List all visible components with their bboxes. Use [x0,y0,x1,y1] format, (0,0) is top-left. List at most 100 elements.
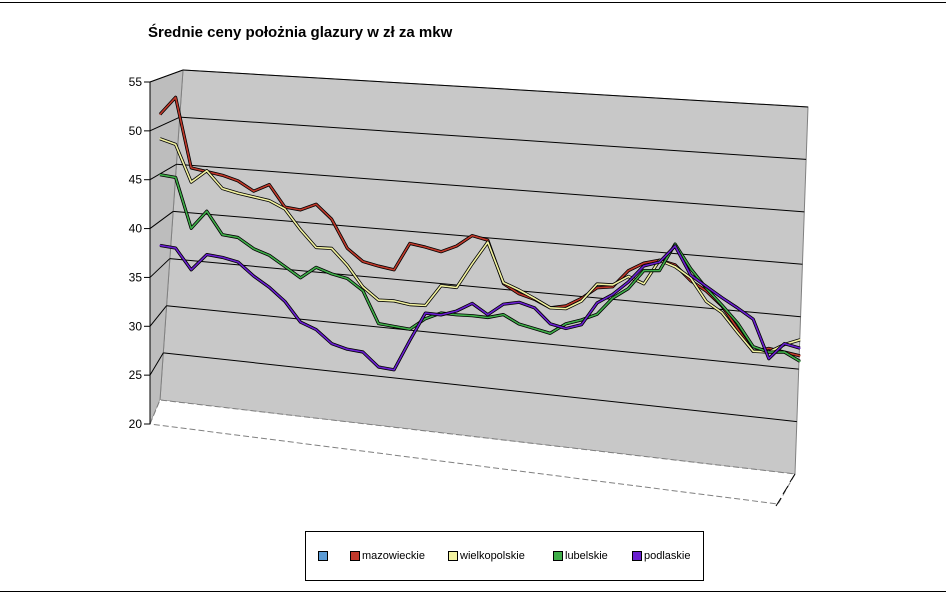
data-point [690,277,692,279]
data-point [502,281,505,284]
data-point [627,270,629,272]
data-point [221,256,224,258]
data-point [768,347,770,349]
data-point [284,265,286,268]
gridline [166,305,799,370]
data-point [596,302,598,304]
data-point [393,369,395,371]
data-point [643,265,645,267]
data-point [502,303,505,305]
y-axis: 20 25 30 35 40 45 50 55 [129,75,796,507]
data-point [643,262,645,264]
data-point [690,267,692,270]
data-point [409,304,411,306]
data-point [237,192,239,194]
data-point [159,244,161,246]
data-point [190,269,192,271]
data-point [518,301,520,303]
data-point [268,286,270,288]
gridline-side [149,69,184,83]
data-point [331,343,333,345]
data-point [159,174,161,176]
y-tick-label: 50 [129,124,143,138]
data-point [565,308,567,310]
y-tick-label: 20 [129,417,143,431]
data-point [440,285,442,287]
data-point [799,360,801,363]
data-point [206,254,208,256]
data-point [175,143,177,146]
data-point [643,283,645,285]
series-line [159,244,801,371]
data-point [736,331,739,334]
gridline-side [149,116,180,132]
data-point [190,181,192,183]
data-point [190,167,192,169]
data-point [752,350,754,352]
data-point [799,339,801,341]
legend-label: mazowieckie [362,550,425,562]
data-point [331,273,333,275]
data-point [346,264,348,266]
data-point [612,286,614,288]
data-point [268,254,270,256]
depth-tick [782,485,789,495]
data-point [471,315,473,317]
data-point [674,266,676,268]
data-point [268,199,270,202]
data-point [518,293,520,295]
data-point [331,218,333,220]
data-point [284,300,286,303]
data-point [393,300,395,302]
gridline [163,352,797,423]
legend-swatch [350,551,360,561]
data-point [315,266,317,268]
series-wielkopolskie [159,137,801,354]
y-tick-label: 30 [129,319,143,333]
data-point [627,288,629,290]
data-point [799,355,801,357]
data-point [596,283,598,285]
data-point [159,138,161,140]
data-point [455,314,458,316]
data-point [377,366,380,368]
data-point [237,180,239,182]
series-line [159,138,801,353]
data-point [596,313,598,315]
data-point [705,300,707,303]
data-point [643,270,645,272]
data-point [299,209,302,211]
gridline-side [149,211,174,229]
series-layer [158,95,801,372]
data-point [268,183,270,186]
data-point [534,307,536,309]
series-line [159,173,801,363]
legend-swatch [553,551,563,561]
legend-label: podlaskie [644,550,691,562]
data-point [159,113,161,115]
data-point [253,248,255,250]
data-point [799,347,801,349]
data-point [518,289,520,291]
data-point [752,345,754,348]
y-tick-label: 35 [129,270,143,284]
data-point [768,358,770,360]
data-point [315,203,317,205]
data-point [299,277,302,279]
data-point [487,239,489,241]
data-point [658,269,661,272]
data-point [627,281,629,283]
data-point [721,297,723,299]
data-point [253,275,255,277]
data-point [424,318,426,320]
data-point [783,342,785,345]
data-point [221,174,224,176]
gridline-side [149,258,171,278]
data-point [580,324,583,326]
data-point [409,339,411,342]
data-point [627,275,629,277]
gridline-side [149,163,177,181]
data-point [362,290,364,292]
data-point [284,208,286,210]
